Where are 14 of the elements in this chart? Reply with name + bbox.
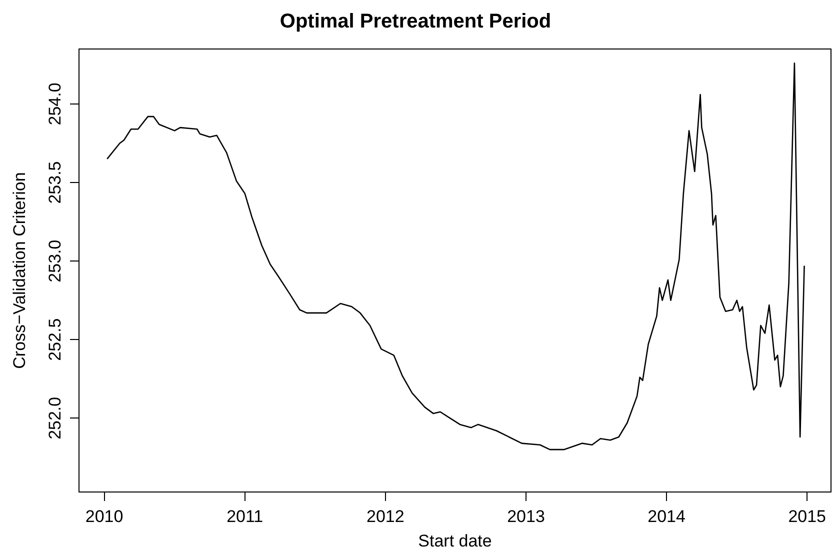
x-tick-label: 2015 <box>788 506 826 526</box>
x-tick-label: 2012 <box>366 506 404 526</box>
y-tick-label: 252.0 <box>46 396 65 440</box>
x-axis-title: Start date <box>418 531 492 550</box>
x-tick-label: 2014 <box>648 506 686 526</box>
x-tick-label: 2013 <box>507 506 545 526</box>
chart-title: Optimal Pretreatment Period <box>280 10 552 33</box>
y-axis-title: Cross−Validation Criterion <box>10 172 29 369</box>
y-tick-label: 253.0 <box>46 240 65 282</box>
y-tick-label: 254.0 <box>46 82 65 126</box>
x-tick-label: 2010 <box>85 506 124 526</box>
y-tick-label: 252.5 <box>46 318 65 361</box>
y-tick-label: 253.5 <box>46 161 65 204</box>
x-tick-label: 2011 <box>226 506 264 526</box>
